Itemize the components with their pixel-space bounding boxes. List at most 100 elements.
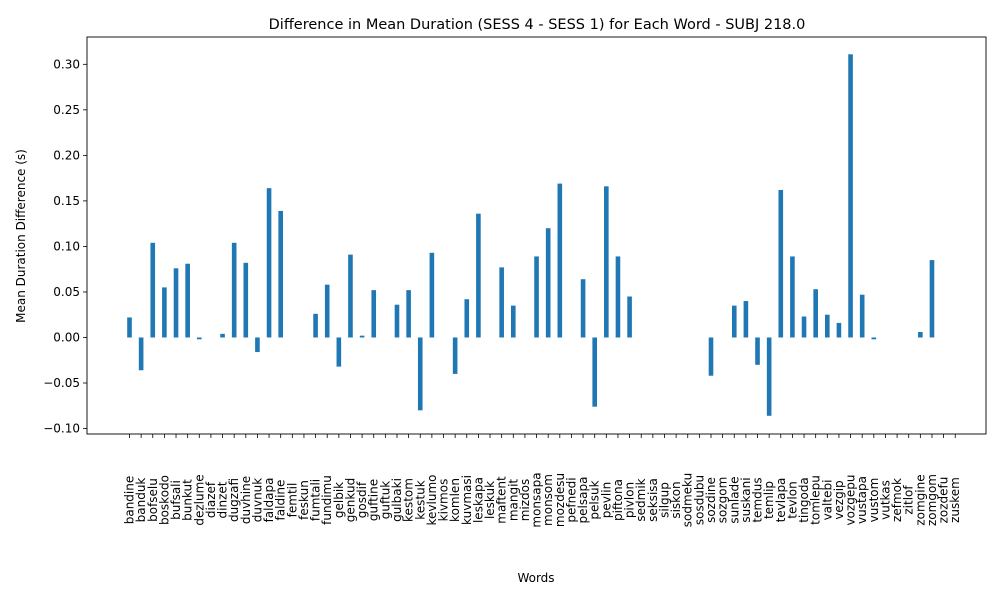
y-tick-label: 0.15: [53, 194, 80, 208]
x-tick-label: sodmeku: [681, 473, 695, 527]
x-tick-label: zozdefu: [937, 477, 951, 524]
x-tick-label: fundimu: [320, 475, 334, 525]
x-tick-label: tevlapa: [774, 478, 788, 523]
x-tick-label: tingoda: [797, 477, 811, 523]
y-tick-label: 0.25: [53, 103, 80, 117]
bar-pelsuk: [592, 337, 597, 407]
x-tick-label: femtil: [285, 483, 299, 518]
bar-boskodo: [162, 287, 167, 338]
bar-zomgom: [929, 260, 935, 338]
bar-genkud: [348, 254, 353, 338]
x-tick-label: guftine: [367, 479, 381, 521]
bar-leskapa: [476, 213, 481, 338]
x-tick-label: boskodo: [157, 475, 171, 525]
bar-temdus: [755, 337, 760, 365]
x-tick-label: tomlepu: [809, 475, 823, 525]
bar-bofselu: [150, 242, 156, 338]
x-tick-label: zomgom: [925, 474, 939, 526]
x-tick-label: maftent: [495, 476, 509, 524]
bar-kestom: [406, 290, 411, 338]
y-tick-label: 0.05: [53, 285, 80, 299]
x-tick-label: vustapa: [855, 476, 869, 524]
bar-fumtali: [313, 313, 318, 338]
bar-vozgepu: [848, 54, 853, 338]
y-tick-label: 0.20: [53, 148, 80, 162]
bar-bandine: [127, 317, 132, 338]
bar-sunlade: [731, 305, 737, 338]
bar-kevlumo: [429, 252, 435, 338]
x-tick-label: duvhine: [239, 476, 253, 524]
bar-kestuk: [417, 337, 423, 411]
bar-sozdine: [708, 337, 714, 376]
bar-vustapa: [859, 294, 865, 338]
x-tick-label: bofselu: [146, 478, 160, 522]
x-tick-label: zitlof: [902, 485, 916, 515]
x-tick-label: sosdubu: [692, 475, 706, 525]
bar-vustom: [871, 337, 877, 340]
bar-zomgine: [918, 332, 923, 338]
bar-mozdesu: [557, 183, 563, 338]
bar-gosdif: [359, 335, 365, 338]
bar-dinzet: [220, 333, 225, 338]
x-tick-label: tevlon: [785, 481, 799, 518]
bar-fundimu: [324, 284, 330, 338]
x-tick-label: temdus: [751, 477, 765, 522]
x-tick-label: sozdine: [704, 477, 718, 523]
bar-komlen: [452, 337, 458, 374]
bar-vezgip: [836, 322, 842, 338]
x-tick-label: sozgom: [716, 477, 730, 524]
x-tick-label: piftona: [611, 479, 625, 521]
x-tick-label: silgup: [657, 482, 671, 518]
x-tick-label: diazef: [204, 481, 218, 518]
x-tick-label: vustom: [867, 478, 881, 523]
bar-bunkut: [185, 263, 190, 338]
x-tick-label: vezgip: [832, 480, 846, 519]
x-tick-label: zuskem: [948, 477, 962, 523]
bar-banduk: [138, 337, 144, 371]
bar-pevlin: [604, 186, 609, 338]
x-tick-label: guftuk: [378, 481, 392, 520]
x-tick-label: faldapa: [262, 478, 276, 523]
bar-piftona: [615, 256, 621, 338]
y-tick-label: 0.10: [53, 239, 80, 253]
bar-maftent: [499, 267, 504, 338]
x-tick-label: feskun: [297, 480, 311, 520]
x-tick-label: sunlade: [727, 476, 741, 523]
x-tick-label: mizdos: [518, 479, 532, 522]
x-tick-label: kivmos: [437, 479, 451, 522]
x-tick-label: bunkut: [181, 479, 195, 521]
x-tick-label: pelsuk: [588, 480, 602, 519]
x-tick-label: banduk: [134, 478, 148, 523]
bar-pivlon: [627, 296, 632, 338]
x-tick-label: pelsapa: [576, 477, 590, 524]
x-tick-label: sedmik: [634, 478, 648, 521]
bar-duvnuk: [255, 337, 260, 353]
x-tick-label: zomgine: [913, 474, 927, 525]
y-tick-label: −0.05: [43, 376, 80, 390]
bar-dezlume: [196, 337, 202, 340]
x-tick-label: faldine: [274, 480, 288, 521]
bar-tingoda: [801, 316, 807, 338]
x-tick-label: gulbaki: [390, 478, 404, 522]
bar-dugzafi: [231, 242, 237, 338]
y-axis-label: Mean Duration Difference (s): [14, 149, 28, 323]
bar-tevlon: [790, 256, 795, 338]
bar-bufsali: [173, 268, 179, 338]
x-tick-label: kuvmasi: [460, 475, 474, 525]
bar-guftine: [371, 290, 377, 338]
bar-mangit: [510, 305, 516, 338]
x-tick-label: duvnuk: [250, 478, 264, 523]
x-tick-label: seksisa: [646, 478, 660, 522]
plot-area: −0.10 −0.05 0.00 0.05 0.10 0.15 0.20 0.25 0.30 ba…: [43, 54, 962, 528]
x-tick-label: valtebi: [820, 480, 834, 521]
bar-gulbaki: [394, 304, 400, 338]
x-tick-label: fumtali: [309, 479, 323, 521]
x-tick-label: dugzafi: [227, 478, 241, 522]
bar-pelsapa: [580, 279, 586, 338]
x-tick-label: mozdesu: [553, 473, 567, 527]
x-tick-label: suskani: [739, 477, 753, 522]
bar-tevlapa: [778, 189, 784, 338]
x-tick-label: kestom: [402, 478, 416, 522]
x-tick-label: leskapa: [471, 477, 485, 523]
